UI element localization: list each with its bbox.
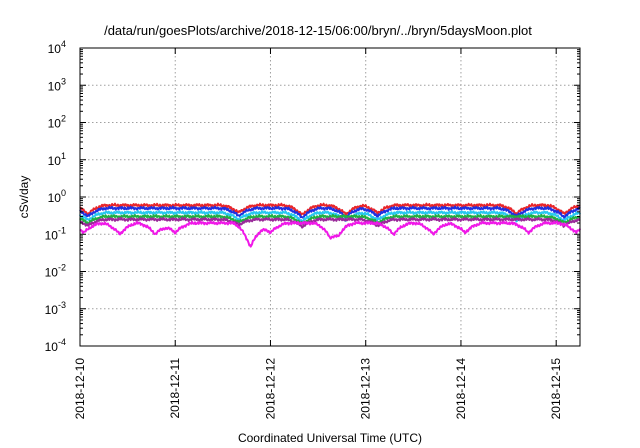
series-line [79, 205, 581, 220]
y-tick-label: 100 [48, 188, 66, 205]
series-line [79, 216, 581, 229]
x-tick-label: 2018-12-10 [73, 358, 87, 420]
y-axis-ticks: 10-4 10-3 10-2 10-1 100 101 102 103 104 [45, 39, 580, 354]
series-group [79, 202, 581, 248]
y-tick-label: 10-2 [45, 263, 66, 280]
x-tick-label: 2018-12-15 [549, 358, 563, 420]
y-tick-label: 103 [48, 76, 66, 93]
x-axis-label: Coordinated Universal Time (UTC) [238, 431, 422, 445]
series-line [79, 213, 581, 225]
y-tick-label: 102 [48, 114, 66, 131]
x-axis-ticks: 2018-12-10 2018-12-11 2018-12-12 2018-12-13… [73, 48, 563, 419]
chart-title: /data/run/goesPlots/archive/2018-12-15/0… [104, 23, 532, 38]
y-axis-label: cSv/day [17, 176, 31, 219]
x-tick-label: 2018-12-14 [454, 358, 468, 420]
x-tick-label: 2018-12-11 [168, 358, 182, 419]
y-tick-label: 101 [48, 151, 66, 168]
grid [80, 48, 580, 346]
series-line [79, 210, 581, 223]
y-tick-label: 104 [48, 39, 66, 56]
series-line [79, 220, 581, 248]
y-tick-label: 10-3 [45, 300, 66, 317]
y-tick-label: 10-4 [45, 337, 66, 354]
x-tick-label: 2018-12-12 [263, 358, 277, 420]
y-tick-label: 10-1 [45, 225, 66, 242]
x-tick-label: 2018-12-13 [359, 358, 373, 420]
